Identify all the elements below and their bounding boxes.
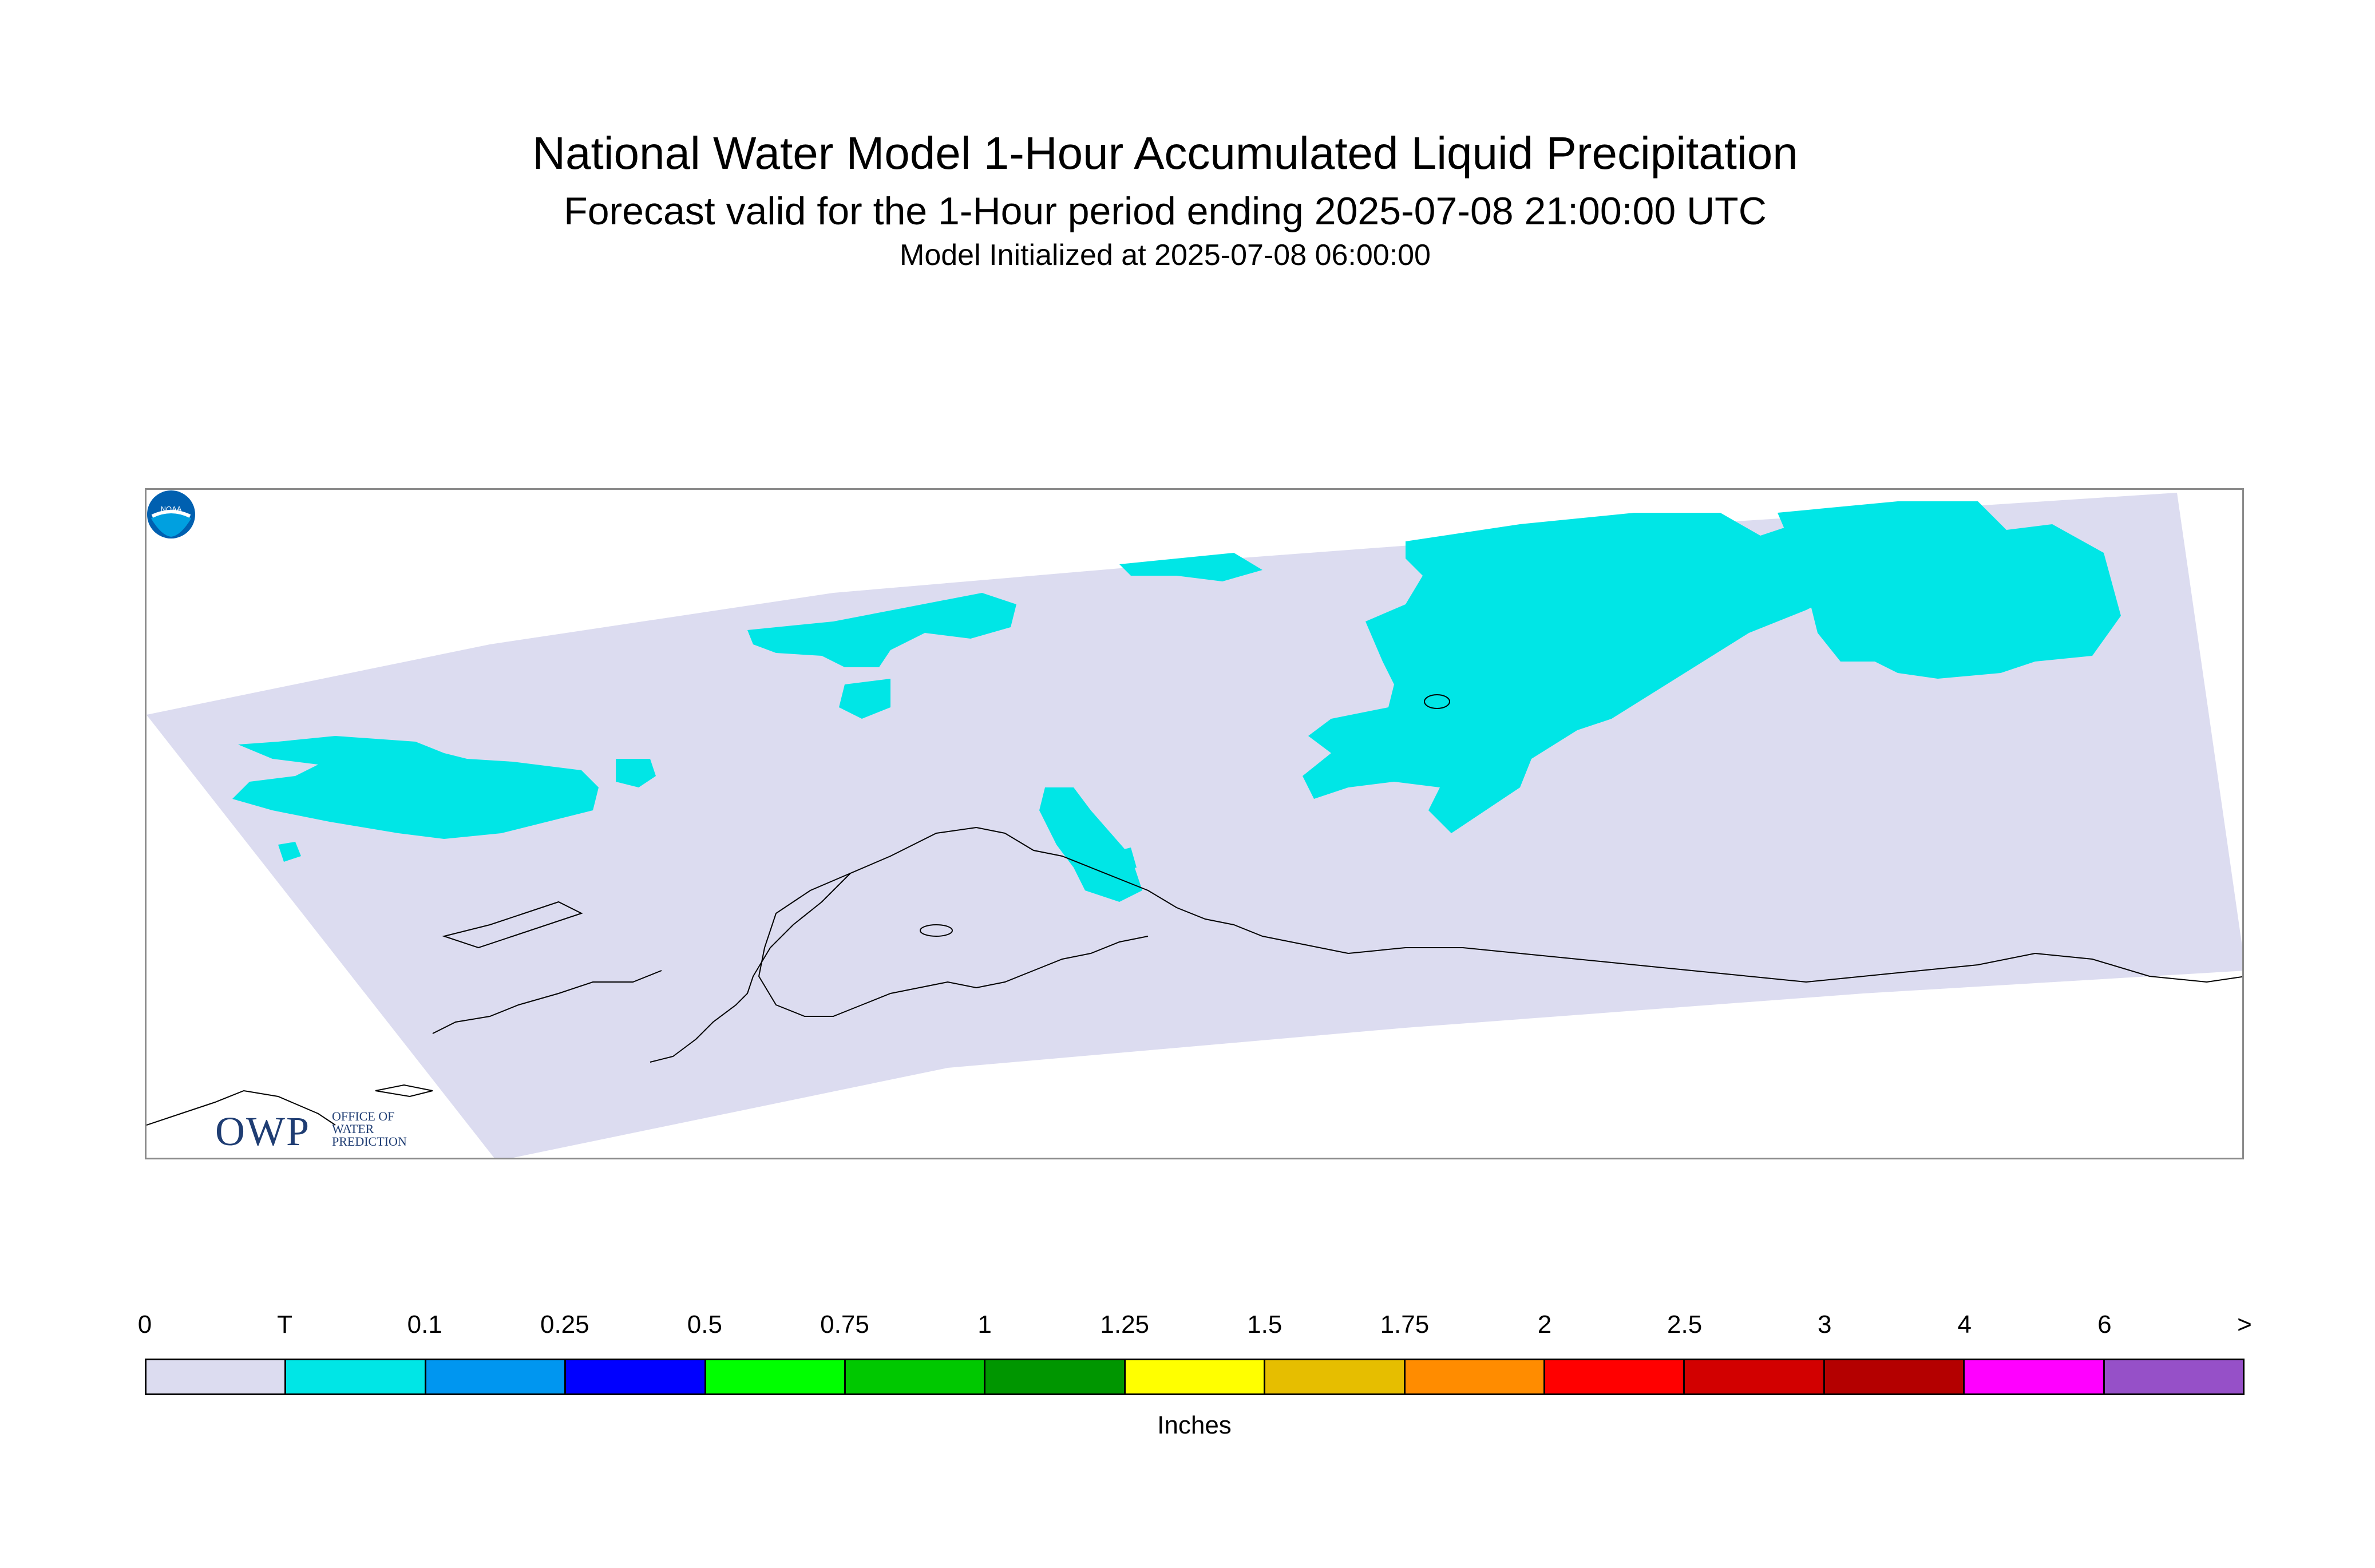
legend-ticks: 0 T 0.1 0.25 0.5 0.75 1 1.25 1.5 1.75 2 2.5 3 4 6 > [0,1310,2375,1459]
legend-tick-label: 2 [1537,1310,1552,1339]
legend-swatch [1965,1360,2105,1393]
map-panel: OWP OFFICE OF WATER PREDICTION NOAA [145,488,2244,1159]
coast-east [1348,947,2242,983]
precip-patch-small-1 [278,842,301,862]
coast-peninsula [650,873,851,1063]
precip-patch-anchorage [1039,787,1142,902]
legend-swatch [1685,1360,1825,1393]
legend-tick-label: 6 [2097,1310,2112,1339]
lake-2 [920,924,953,937]
precip-patch-north-1 [747,593,1016,667]
precip-patch-west [232,736,599,839]
legend-tick-label: 0.25 [540,1310,589,1339]
coast-cook-inlet [1004,833,1349,954]
map-title: National Water Model 1-Hour Accumulated … [532,128,1798,179]
legend-swatch [286,1360,426,1393]
outside-domain-bottom [513,971,2242,1158]
precip-patch-northeast [1778,501,2121,679]
coast-south [861,936,1149,1005]
map-subtitle: Forecast valid for the 1-Hour period end… [564,189,1767,233]
legend-tick-label: 0.5 [687,1310,722,1339]
precip-patch-central [1119,553,1262,581]
precipitation-map [147,493,2242,1158]
owp-logo-subtext: OFFICE OF WATER PREDICTION [332,1110,407,1148]
legend-tick-label: 2.5 [1667,1310,1703,1339]
legend-swatch [1824,1360,1965,1393]
island-1 [375,1084,433,1098]
precip-patch-west-2 [616,759,656,787]
legend-swatch [1545,1360,1685,1393]
legend-colorbar [145,1359,2245,1395]
legend-tick-label: 0.75 [820,1310,869,1339]
coastlines [147,826,2242,1126]
coast-bristol [432,970,662,1034]
owp-logo-line-2: WATER [332,1122,374,1136]
legend-swatch [2104,1360,2243,1393]
legend-swatch [426,1360,567,1393]
legend-tick-label: 4 [1957,1310,1972,1339]
owp-logo-line-3: PREDICTION [332,1134,407,1149]
coast-mainland [758,826,1006,1017]
legend-tick-label: 3 [1817,1310,1832,1339]
precip-patch-north-2 [839,679,890,719]
model-init-line: Model Initialized at 2025-07-08 06:00:00 [900,239,1431,272]
legend-swatch [985,1360,1126,1393]
legend-tick-label: 0 [137,1310,152,1339]
legend-tick-label: T [277,1310,293,1339]
legend-tick-label: 0.1 [407,1310,442,1339]
precip-patch-small-2 [1119,848,1137,870]
legend-swatch [846,1360,986,1393]
legend-tick-label: > [2237,1310,2252,1339]
legend-tick-label: 1.75 [1380,1310,1430,1339]
legend-swatch [566,1360,706,1393]
legend-swatch [147,1360,287,1393]
legend-swatch [706,1360,846,1393]
noaa-logo-text: NOAA [161,505,182,513]
owp-logo-letters: OWP [215,1108,310,1154]
legend-units: Inches [1157,1411,1232,1439]
island-2 [442,901,583,949]
precip-areas [232,501,2121,902]
lakes [920,694,1450,937]
lake-1 [1424,694,1450,709]
owp-logo-line-1: OFFICE OF [332,1109,395,1123]
owp-logo: OWP OFFICE OF WATER PREDICTION [215,1108,407,1155]
legend-swatch [1405,1360,1546,1393]
legend-swatch [1265,1360,1406,1393]
legend-tick-label: 1.25 [1100,1310,1150,1339]
legend-tick-label: 1.5 [1247,1310,1282,1339]
legend-swatch [1125,1360,1266,1393]
noaa-logo-icon: NOAA [147,490,195,538]
legend-tick-label: 1 [977,1310,992,1339]
coast-lower-west [147,1090,336,1126]
precip-patch-east-big [1303,513,1840,833]
